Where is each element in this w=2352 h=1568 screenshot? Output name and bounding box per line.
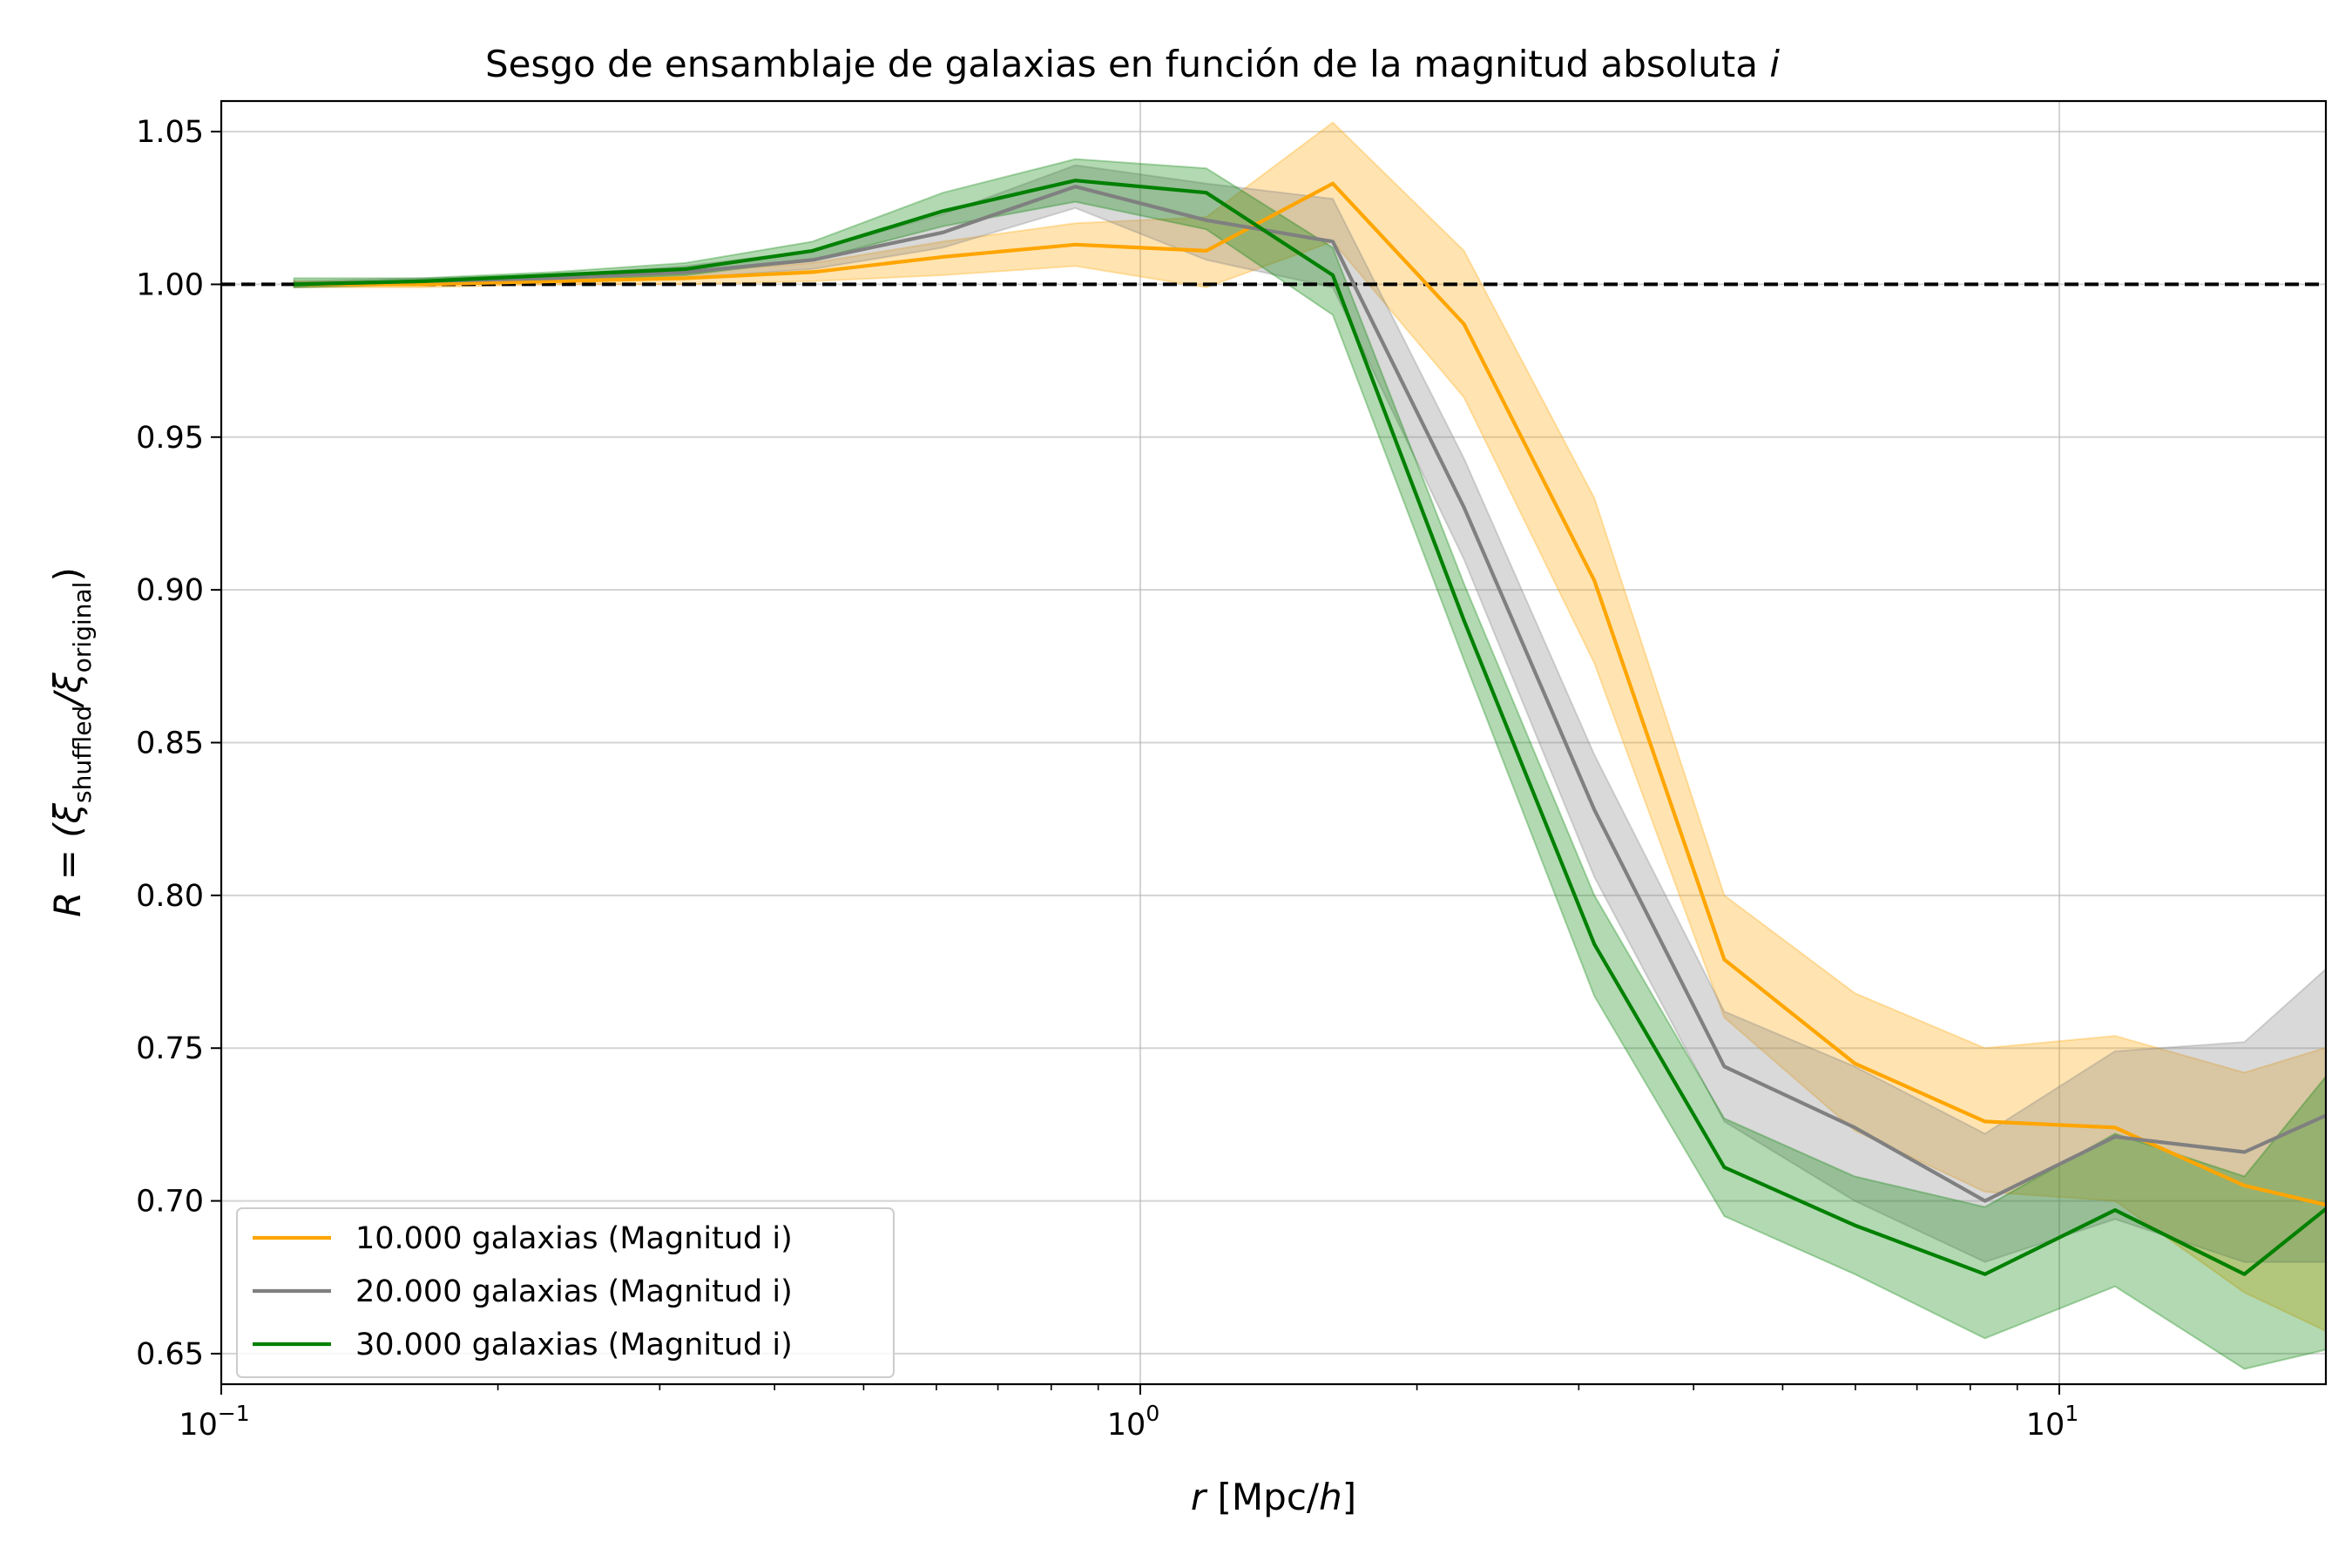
legend-label-3: 30.000 galaxias (Magnitud i) xyxy=(355,1328,793,1362)
band-series-2 xyxy=(293,164,2326,1263)
series-line-3 xyxy=(294,179,2326,1276)
series-line-1 xyxy=(294,181,2326,1207)
y-tick-label: 0.80 xyxy=(136,879,204,914)
x-tick-label: 101 xyxy=(2026,1401,2078,1443)
y-tick-label: 0.65 xyxy=(136,1337,204,1372)
legend-box xyxy=(236,1207,895,1378)
legend: 10.000 galaxias (Magnitud i) 20.000 galax… xyxy=(236,1207,895,1378)
x-axis-label: r [Mpc/h] xyxy=(1191,1476,1356,1518)
y-tick-label: 1.05 xyxy=(136,115,204,150)
y-tick-label: 0.95 xyxy=(136,421,204,456)
legend-label-1: 10.000 galaxias (Magnitud i) xyxy=(355,1221,793,1256)
y-tick-label: 0.75 xyxy=(136,1031,204,1066)
x-tick-label: 10−1 xyxy=(179,1401,249,1443)
x-tick-label: 100 xyxy=(1107,1401,1159,1443)
y-tick-label: 0.85 xyxy=(136,727,204,761)
series-lines xyxy=(294,179,2326,1276)
y-tick-label: 1.00 xyxy=(136,267,204,302)
y-tick-label: 0.90 xyxy=(136,573,204,608)
y-axis-label: R = (ξshuffled/ξoriginal) xyxy=(46,567,97,917)
legend-label-2: 20.000 galaxias (Magnitud i) xyxy=(355,1274,793,1309)
y-tick-label: 0.70 xyxy=(136,1185,204,1220)
series-line-2 xyxy=(294,185,2326,1203)
chart-title: Sesgo de ensamblaje de galaxias en funci… xyxy=(485,43,1780,85)
axis-ticks: 0.65 0.70 0.75 0.80 0.85 0.90 0.95 1.00 1.05 10−1… xyxy=(136,115,2078,1443)
band-series-1 xyxy=(293,121,2326,1332)
